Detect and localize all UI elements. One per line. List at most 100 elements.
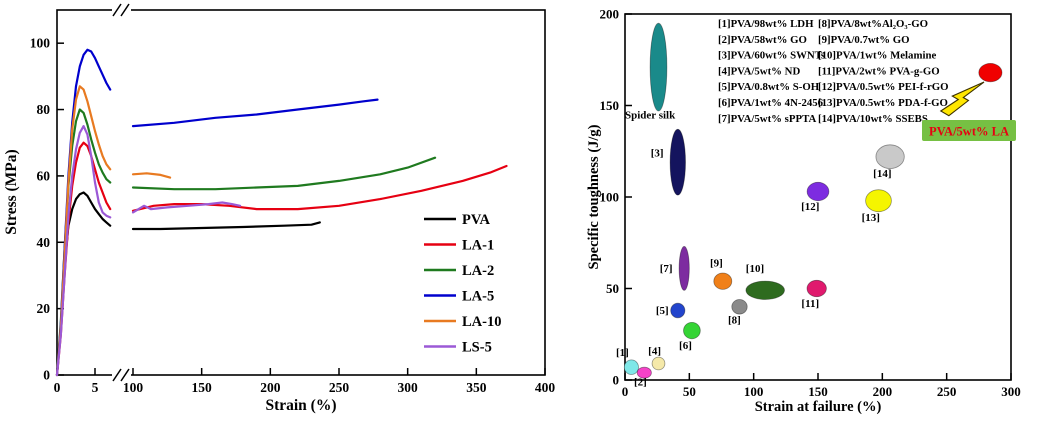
point-[1] <box>623 359 639 375</box>
point-[6] <box>683 321 701 340</box>
toughness-scatter-chart: Strain at failure (%) Specific toughness… <box>586 7 1021 416</box>
right-x-tick-label: 50 <box>683 384 696 399</box>
curve-PVA-cont <box>131 221 321 231</box>
point-label: [7] <box>660 263 673 275</box>
left-x-tick-label: 150 <box>192 380 213 395</box>
highlight-label: PVA/5wt% LA <box>929 125 1009 139</box>
right-y-axis-title: Specific toughness (J/g) <box>586 124 602 269</box>
right-y-tick-label: 0 <box>613 373 620 388</box>
left-x-tick-label: 5 <box>92 380 99 395</box>
point-label: [13] <box>862 212 880 224</box>
curve-LA-5-cont <box>131 98 379 128</box>
left-y-tick-label: 20 <box>37 301 51 316</box>
legend-label-LS-5: LS-5 <box>462 340 492 356</box>
point-[9] <box>713 272 733 290</box>
point-label: [12] <box>801 201 819 213</box>
right-y-tick-label: 50 <box>606 281 619 296</box>
left-y-tick-label: 40 <box>37 235 51 250</box>
legend-label-LA-1: LA-1 <box>462 238 494 254</box>
right-y-tick-label: 100 <box>600 190 620 205</box>
legend-entry: [12]PVA/0.5wt% PEI-f-rGO <box>818 81 949 93</box>
left-x-axis-title: Strain (%) <box>265 397 336 414</box>
legend-entry: [5]PVA/0.8wt% S-OH <box>718 81 820 93</box>
right-x-tick-label: 250 <box>937 384 957 399</box>
curve-LA-10 <box>55 85 112 377</box>
left-x-tick-label: 350 <box>466 380 487 395</box>
point-label: [11] <box>801 298 819 310</box>
point-[11] <box>806 279 827 298</box>
point-label: [6] <box>679 340 692 352</box>
legend-entry: [10]PVA/1wt% Melamine <box>818 50 936 62</box>
left-y-tick-label: 0 <box>43 368 50 383</box>
legend-entry: [3]PVA/60wt% SWNTs <box>718 50 825 62</box>
point-label: [4] <box>648 345 661 357</box>
curve-LS-5-cont <box>131 201 242 214</box>
left-x-tick-label: 200 <box>260 380 281 395</box>
legend-label-LA-5: LA-5 <box>462 289 494 305</box>
legend-entry: [9]PVA/0.7wt% GO <box>818 34 910 46</box>
axis-break-gap <box>112 369 131 381</box>
point-[8] <box>731 299 748 315</box>
point-label: [14] <box>873 168 891 180</box>
right-x-tick-label: 200 <box>873 384 893 399</box>
legend-entry: [4]PVA/5wt% ND <box>718 65 800 77</box>
right-x-axis-title: Strain at failure (%) <box>755 399 882 415</box>
legend-entry: [2]PVA/58wt% GO <box>718 34 807 46</box>
right-x-tick-label: 300 <box>1001 384 1021 399</box>
point-label: Spider silk <box>625 109 676 121</box>
axis-break-gap <box>112 4 131 16</box>
legend-entry: [1]PVA/98wt% LDH <box>718 18 814 30</box>
point-label: [2] <box>634 376 647 388</box>
point-[5] <box>670 302 686 319</box>
point-label: [5] <box>656 305 669 317</box>
curve-LA-1-cont <box>131 164 508 212</box>
point-label: [3] <box>651 148 664 160</box>
legend-entry: [11]PVA/2wt% PVA-g-GO <box>818 65 940 77</box>
point-[3] <box>669 128 686 196</box>
point-label: [1] <box>616 347 629 359</box>
axis-break-mark <box>120 368 130 382</box>
legend-label-PVA: PVA <box>462 212 490 228</box>
point-label: [10] <box>746 263 764 275</box>
right-x-tick-label: 0 <box>622 384 629 399</box>
legend-label-LA-10: LA-10 <box>462 314 501 330</box>
point-Spider silk <box>649 22 668 112</box>
axis-break-mark <box>120 3 130 17</box>
legend-entry: [7]PVA/5wt% sPPTA <box>718 113 816 125</box>
axis-break-mark <box>112 3 122 17</box>
left-x-tick-label: 100 <box>123 380 144 395</box>
left-plot-frame <box>56 9 546 376</box>
legend-entry: [8]PVA/8wt%Al₂O₃-GO <box>818 18 928 30</box>
left-x-tick-label: 0 <box>54 380 61 395</box>
point-[13] <box>865 189 892 213</box>
legend-entry: [6]PVA/1wt% 4N-2456 <box>718 97 824 109</box>
left-x-tick-label: 400 <box>535 380 556 395</box>
left-x-tick-label: 300 <box>398 380 419 395</box>
left-y-tick-label: 60 <box>37 168 51 183</box>
stress-strain-chart: Strain (%) Stress (MPa) 0 20 40 60 80 100 0 5 10… <box>3 3 556 414</box>
curve-LA-2-cont <box>131 156 437 191</box>
left-y-axis-title: Stress (MPa) <box>3 149 20 234</box>
left-x-tick-label: 250 <box>329 380 350 395</box>
point-[4] <box>651 356 666 371</box>
point-PVA-5wt-LA <box>978 62 1003 83</box>
point-[12] <box>806 181 830 202</box>
right-y-tick-label: 200 <box>600 7 620 22</box>
legend-entry: [14]PVA/10wt% SSEBS <box>818 113 928 125</box>
left-y-tick-label: 80 <box>37 102 51 117</box>
right-x-tick-label: 150 <box>808 384 828 399</box>
point-[10] <box>745 280 785 300</box>
highlight-label-bg <box>922 120 1016 141</box>
legend-label-LA-2: LA-2 <box>462 263 494 279</box>
curve-LA-10-cont <box>131 172 172 179</box>
right-y-tick-label: 150 <box>600 98 620 113</box>
point-[14] <box>875 144 905 170</box>
legend-entry: [13]PVA/0.5wt% PDA-f-GO <box>818 97 948 109</box>
point-[7] <box>678 245 690 291</box>
point-label: [8] <box>728 314 741 326</box>
right-x-tick-label: 100 <box>744 384 764 399</box>
left-y-tick-label: 100 <box>30 36 51 51</box>
axis-break-mark <box>112 368 122 382</box>
curve-LS-5 <box>55 125 112 377</box>
